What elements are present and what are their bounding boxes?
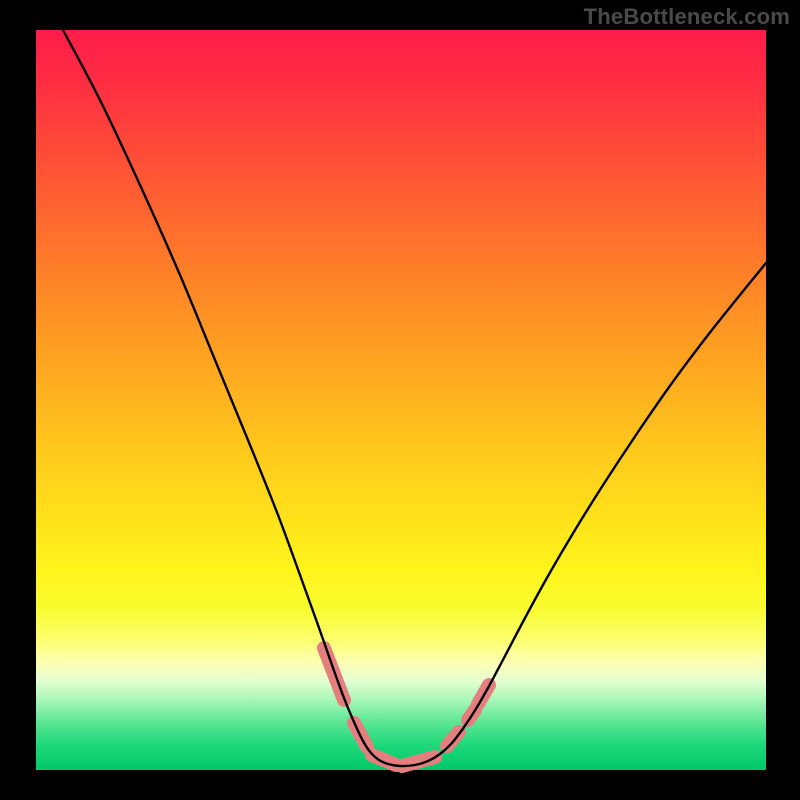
chart-container: TheBottleneck.com xyxy=(0,0,800,800)
watermark-text: TheBottleneck.com xyxy=(584,4,790,30)
bottleneck-plot xyxy=(0,0,800,800)
gradient-background xyxy=(36,30,766,770)
